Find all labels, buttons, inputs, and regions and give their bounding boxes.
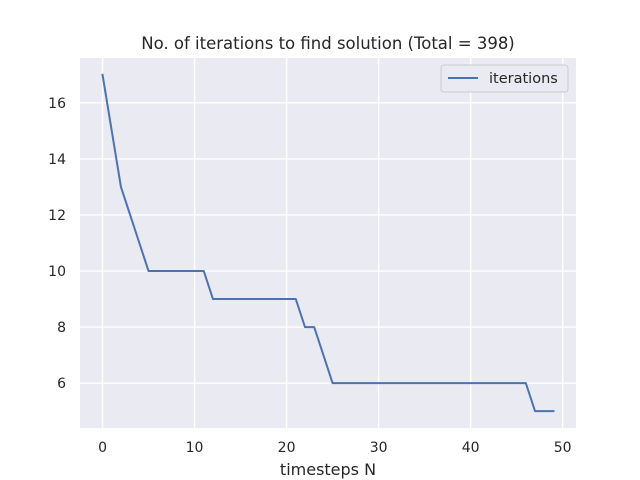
legend-label-iterations: iterations [489, 71, 558, 87]
series-line-iterations [101, 73, 555, 413]
y-tick-label: 6 [57, 376, 66, 392]
grid-lines [80, 58, 576, 428]
x-tick-labels: 0 10 20 30 40 50 [98, 440, 571, 456]
x-tick-label: 30 [370, 440, 388, 456]
x-tick-label: 50 [554, 440, 572, 456]
y-tick-label: 10 [48, 264, 66, 280]
legend-box [440, 64, 569, 93]
series-group [101, 73, 555, 413]
plot-area [80, 58, 576, 428]
y-tick-label: 14 [48, 152, 66, 168]
x-tick-label: 0 [98, 440, 107, 456]
x-axis-label: timesteps N [280, 460, 376, 479]
legend: iterations [440, 64, 569, 93]
y-tick-label: 12 [48, 208, 66, 224]
y-tick-labels: 6 8 10 12 14 16 [48, 96, 66, 392]
chart-title: No. of iterations to find solution (Tota… [141, 34, 515, 53]
y-tick-label: 16 [48, 96, 66, 112]
x-tick-label: 40 [462, 440, 480, 456]
x-tick-label: 10 [186, 440, 204, 456]
y-tick-label: 8 [57, 320, 66, 336]
x-tick-label: 20 [278, 440, 296, 456]
